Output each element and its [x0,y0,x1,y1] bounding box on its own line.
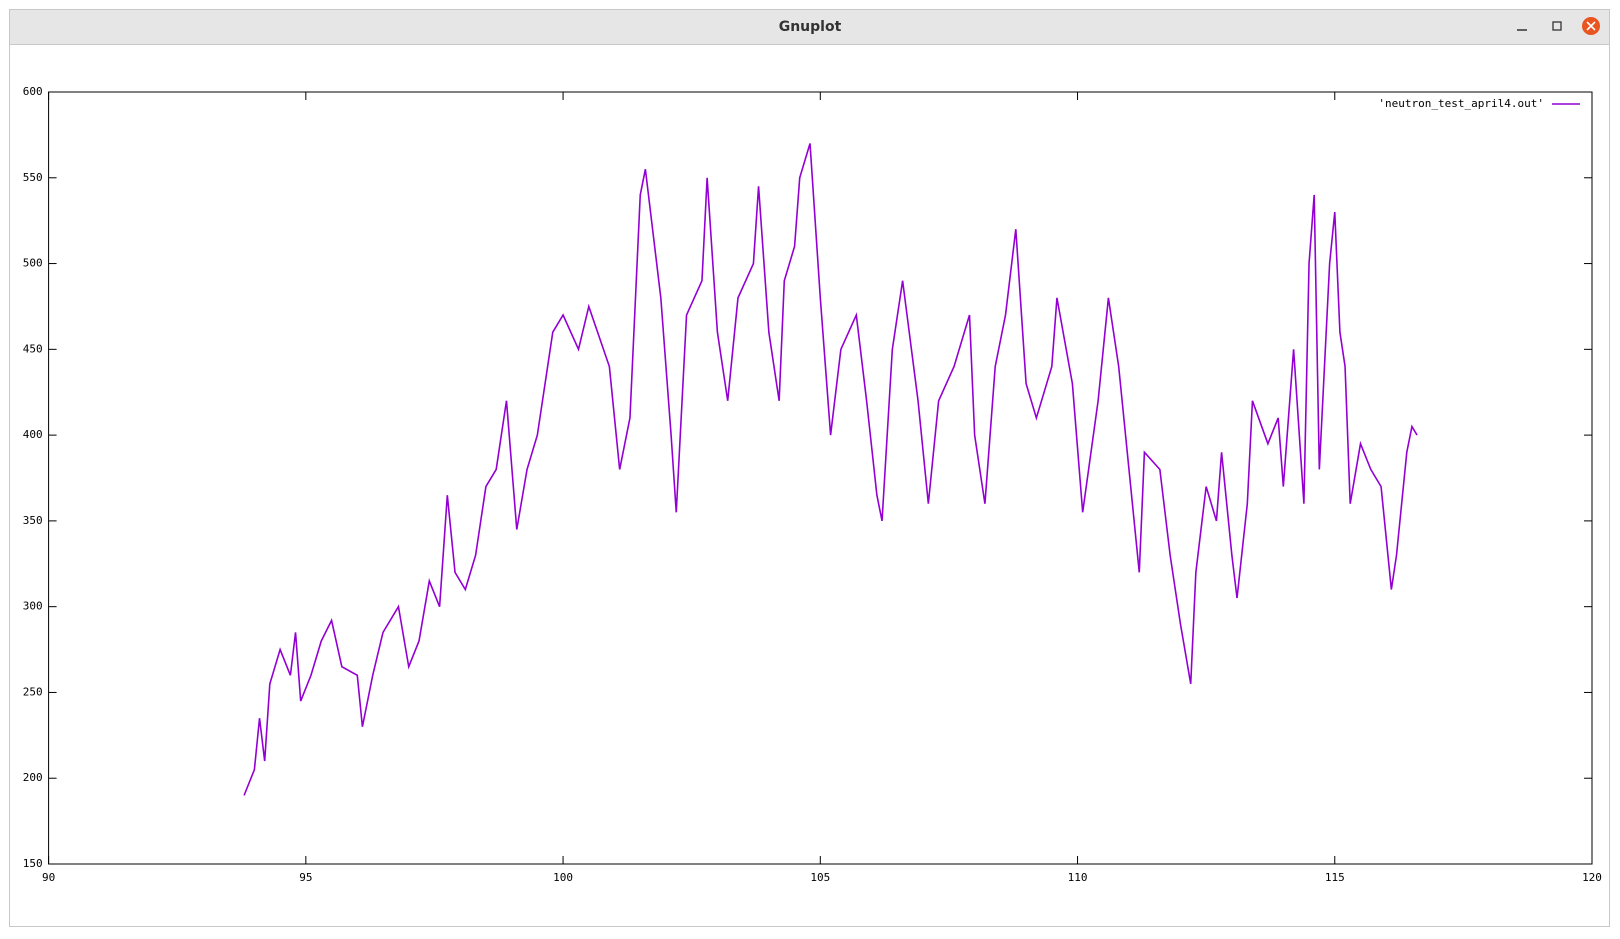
y-tick-label: 200 [23,771,43,784]
x-tick-label: 90 [42,871,55,884]
x-tick-label: 110 [1068,871,1088,884]
y-tick-label: 300 [23,600,43,613]
window-title: Gnuplot [779,19,842,35]
y-tick-label: 550 [23,171,43,184]
window [9,9,1610,927]
x-tick-label: 100 [553,871,573,884]
x-tick-label: 105 [810,871,830,884]
y-tick-label: 250 [23,685,43,698]
y-tick-label: 350 [23,514,43,527]
title-bar [9,9,1610,45]
close-button[interactable] [1582,17,1600,35]
y-tick-label: 450 [23,342,43,355]
y-tick-label: 500 [23,257,43,270]
y-tick-label: 600 [23,85,43,98]
data-line [243,143,1418,796]
x-tick-label: 95 [299,871,312,884]
x-tick-label: 115 [1325,871,1345,884]
y-tick-label: 400 [23,428,43,441]
x-tick-label: 120 [1582,871,1602,884]
maximize-button[interactable] [1552,21,1562,31]
legend-label: 'neutron_test_april4.out' [1378,97,1544,110]
y-tick-label: 150 [23,857,43,870]
